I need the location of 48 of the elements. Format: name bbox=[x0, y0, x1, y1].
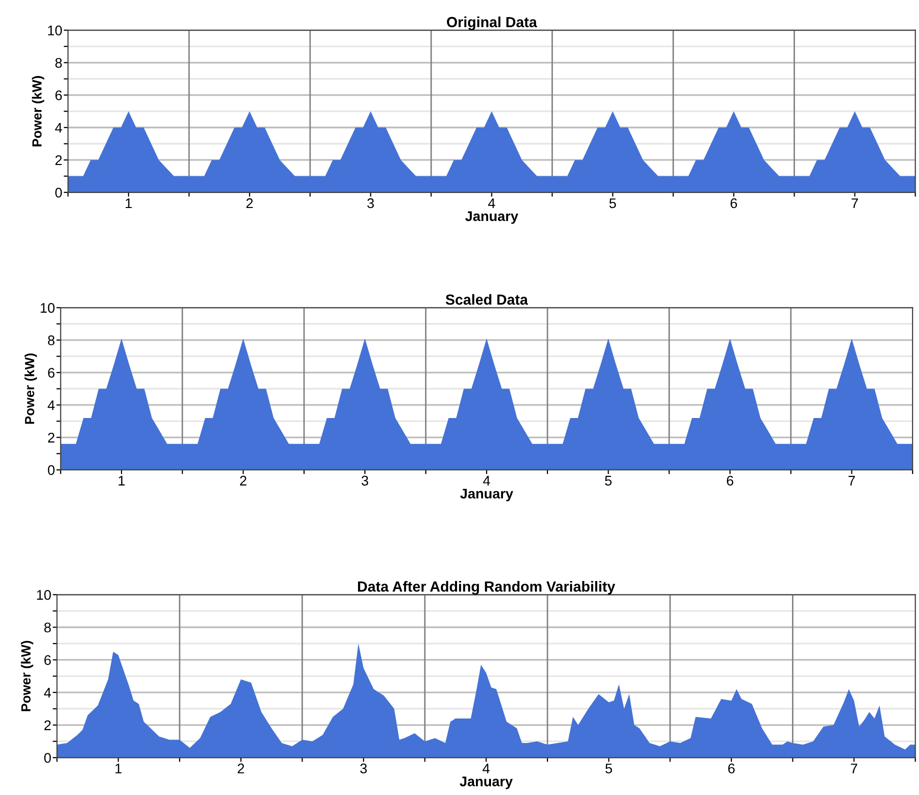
x-tick-label: 5 bbox=[609, 198, 616, 208]
x-tick-label: 7 bbox=[852, 198, 858, 208]
y-tick-label: 8 bbox=[48, 335, 54, 346]
y-tick-label: 10 bbox=[37, 590, 51, 600]
y-tick-label: 4 bbox=[44, 688, 52, 698]
x-tick-label: 1 bbox=[126, 198, 132, 208]
x-tick-label: 2 bbox=[240, 476, 246, 486]
x-tick-label: 6 bbox=[728, 764, 735, 774]
y-tick-label: 0 bbox=[55, 188, 62, 198]
y-tick-label: 2 bbox=[55, 155, 62, 165]
y-tick-label: 4 bbox=[55, 122, 62, 133]
x-tick-label: 2 bbox=[238, 764, 244, 774]
y-axis-title: Power (kW) bbox=[32, 76, 44, 146]
x-tick-label: 4 bbox=[488, 198, 496, 208]
y-tick-label: 0 bbox=[44, 752, 51, 763]
x-tick-label: 2 bbox=[246, 198, 253, 208]
y-axis-title: Power (kW) bbox=[24, 353, 37, 424]
x-axis-title: January bbox=[460, 776, 513, 790]
y-tick-label: 0 bbox=[48, 465, 55, 476]
x-tick-label: 7 bbox=[850, 764, 858, 774]
y-tick-label: 6 bbox=[48, 368, 54, 378]
y-tick-label: 2 bbox=[48, 432, 54, 442]
x-tick-label: 5 bbox=[605, 476, 612, 486]
y-tick-label: 8 bbox=[55, 58, 62, 68]
y-tick-label: 8 bbox=[44, 622, 51, 632]
x-tick-label: 6 bbox=[726, 476, 734, 486]
y-tick-label: 10 bbox=[48, 26, 62, 36]
chart-title: Original Data bbox=[446, 16, 538, 30]
y-axis-title: Power (kW) bbox=[20, 640, 34, 712]
x-axis-title: January bbox=[460, 488, 514, 502]
x-tick-label: 3 bbox=[362, 476, 368, 486]
x-tick-label: 5 bbox=[605, 764, 612, 774]
x-tick-label: 1 bbox=[118, 476, 125, 486]
x-tick-label: 6 bbox=[730, 198, 738, 208]
x-tick-label: 1 bbox=[115, 764, 122, 774]
y-tick-label: 10 bbox=[40, 303, 55, 313]
chart-title: Scaled Data bbox=[446, 294, 528, 305]
y-tick-label: 6 bbox=[44, 655, 51, 666]
x-tick-label: 7 bbox=[848, 476, 855, 486]
y-tick-label: 4 bbox=[48, 400, 55, 410]
x-tick-label: 4 bbox=[482, 764, 490, 774]
y-tick-label: 6 bbox=[55, 90, 62, 100]
chart-title: Data After Adding Random Variability bbox=[358, 581, 616, 595]
x-tick-label: 3 bbox=[360, 764, 367, 774]
x-axis-title: January bbox=[465, 211, 518, 224]
x-tick-label: 3 bbox=[367, 198, 374, 208]
y-tick-label: 2 bbox=[44, 720, 51, 730]
x-tick-label: 4 bbox=[483, 476, 490, 486]
